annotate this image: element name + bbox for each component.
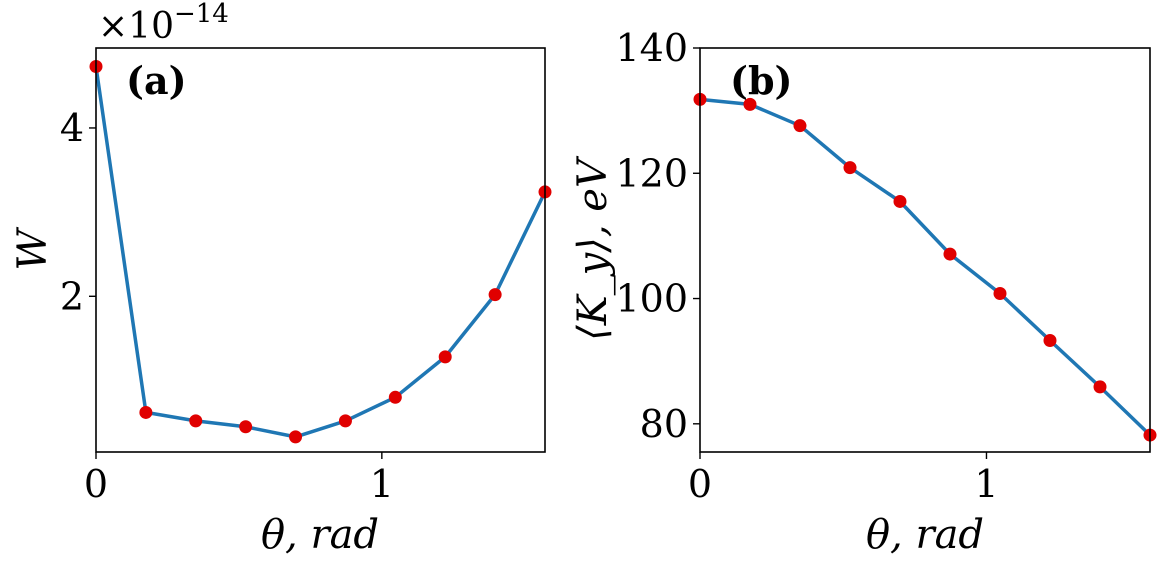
panel-b-data-point	[943, 247, 957, 261]
panel-a-series	[89, 60, 552, 444]
panel-a-data-point	[388, 390, 402, 404]
panel-a-data-point	[338, 414, 352, 428]
panel-b-x-axis-label: θ, rad	[866, 512, 984, 558]
panel-b-series-line	[699, 97, 1152, 437]
panel-b-data-point	[893, 194, 907, 208]
panel-a-data-point	[139, 405, 153, 419]
panel-b-data-point	[793, 119, 807, 133]
panel-a-data-point	[189, 414, 203, 428]
panel-a-y-axis-label: W	[10, 227, 56, 271]
panel-b-x-tick-label: 0	[688, 462, 712, 506]
panel-b-y-tick-label: 120	[615, 151, 688, 195]
panel-a-series-line	[94, 66, 547, 439]
panel-b-y-tick-label: 80	[640, 402, 688, 446]
panel-b-x-tick-label: 1	[974, 462, 998, 506]
panel-b-data-point	[743, 97, 757, 111]
panel-b-data-point	[993, 287, 1007, 301]
panel-b-y-tick-label: 140	[615, 26, 688, 70]
panel-a-plot-frame	[95, 47, 546, 453]
panel-a-data-point	[488, 288, 502, 302]
panel-a-x-axis-label: θ, rad	[261, 512, 379, 558]
panel-b-data-point	[843, 161, 857, 175]
panel-a-y-ticks: 24	[60, 106, 96, 318]
panel-b-plot-frame	[699, 47, 1151, 453]
panel-b-y-axis-label: ⟨K_y⟩, eV	[570, 155, 616, 341]
panel-b-y-tick-label: 100	[615, 277, 688, 321]
panel-a-y-tick-label: 4	[60, 106, 84, 150]
panel-a-x-tick-label: 0	[84, 462, 108, 506]
panel-a-data-point	[438, 350, 452, 364]
panel-a-y-tick-label: 2	[60, 274, 84, 318]
panel-a-y-multiplier: ×10−14	[98, 0, 229, 47]
panel-a-x-tick-label: 1	[370, 462, 394, 506]
panel-b-data-point	[1093, 380, 1107, 394]
panel-a-data-point	[239, 420, 253, 434]
panel-b-y-ticks: 80 100 120 140	[615, 26, 700, 446]
panel-b-data-point	[1043, 334, 1057, 348]
panel-b-series	[693, 92, 1157, 442]
panel-b-label: (b)	[730, 58, 793, 103]
panel-a-data-point	[289, 430, 303, 444]
panel-a-label: (a)	[126, 58, 187, 103]
